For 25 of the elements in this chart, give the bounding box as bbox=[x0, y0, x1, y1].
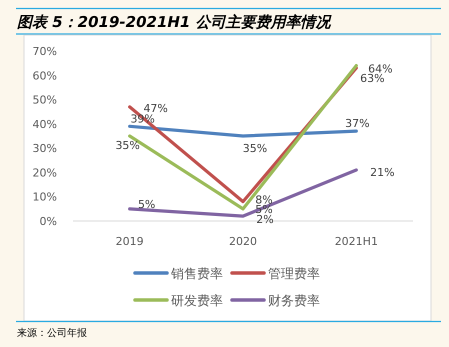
y-tick-label: 50% bbox=[32, 94, 57, 107]
y-tick-label: 20% bbox=[32, 166, 57, 180]
data-label: 2% bbox=[256, 213, 274, 226]
data-label: 5% bbox=[138, 198, 156, 211]
y-tick-label: 30% bbox=[32, 142, 57, 156]
legend-label: 研发费率 bbox=[171, 293, 223, 309]
data-label: 63% bbox=[360, 72, 385, 85]
legend-label: 销售费率 bbox=[170, 266, 223, 282]
x-tick-label: 2020 bbox=[229, 235, 257, 248]
x-tick-label: 2021H1 bbox=[334, 235, 378, 248]
chart-title: 图表 5：2019-2021H1 公司主要费用率情况 bbox=[17, 13, 333, 31]
data-label: 35% bbox=[242, 142, 268, 155]
y-tick-label: 10% bbox=[32, 190, 57, 204]
data-label: 37% bbox=[345, 117, 370, 130]
data-label: 35% bbox=[115, 139, 140, 152]
y-tick-label: 40% bbox=[32, 118, 57, 131]
y-tick-label: 0% bbox=[40, 215, 57, 228]
data-label: 47% bbox=[143, 102, 168, 115]
x-tick-label: 2019 bbox=[116, 235, 144, 248]
legend-label: 管理费率 bbox=[268, 266, 320, 282]
source-note: 来源：公司年报 bbox=[17, 327, 87, 339]
legend-label: 财务费率 bbox=[268, 293, 320, 309]
data-label: 21% bbox=[370, 166, 395, 179]
y-tick-label: 60% bbox=[32, 69, 57, 82]
y-tick-label: 70% bbox=[32, 45, 57, 58]
